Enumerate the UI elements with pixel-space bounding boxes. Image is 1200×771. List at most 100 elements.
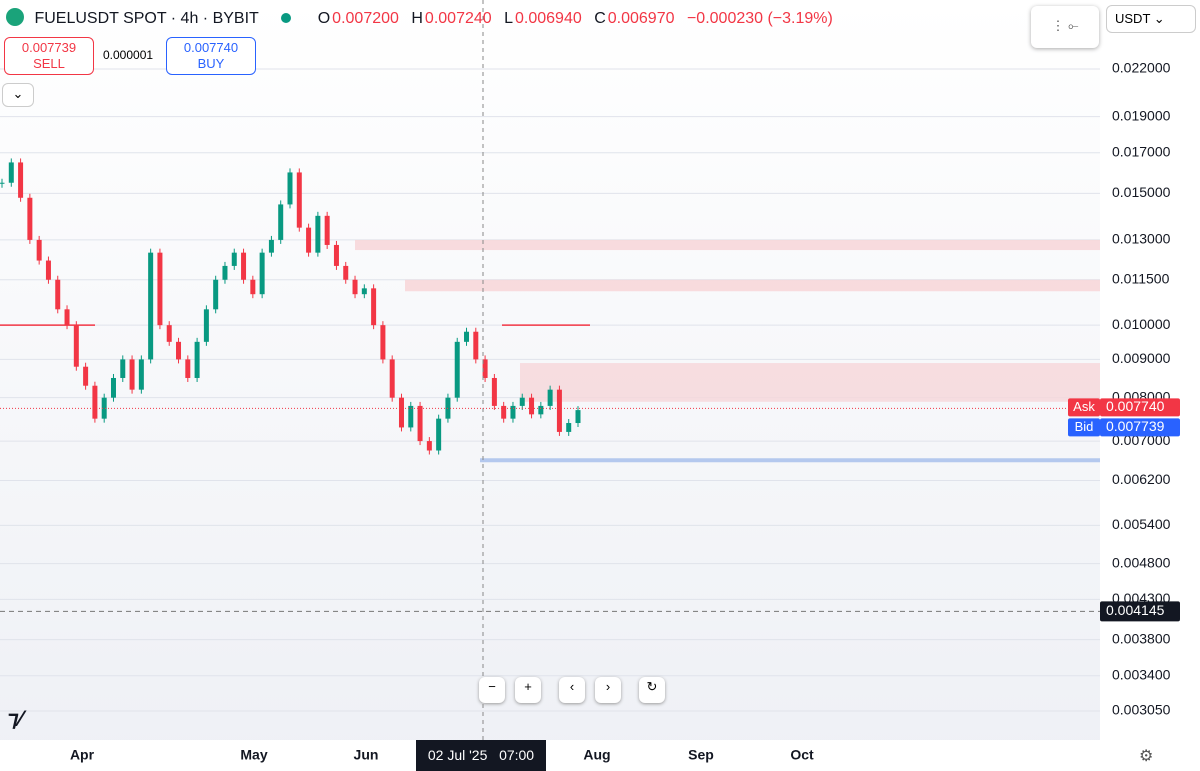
crosshair-time: 02 Jul '25 07:00 bbox=[416, 740, 546, 771]
y-tick-label: 0.022000 bbox=[1112, 60, 1171, 76]
candle bbox=[501, 405, 507, 419]
candle bbox=[110, 377, 116, 398]
candle bbox=[538, 405, 544, 415]
candle bbox=[64, 309, 70, 326]
collapse-button[interactable]: ⌄ bbox=[2, 83, 34, 107]
candle bbox=[343, 265, 349, 280]
candle bbox=[222, 265, 228, 280]
sell-button[interactable]: 0.007739 SELL bbox=[4, 37, 94, 75]
candle bbox=[250, 279, 256, 295]
candle bbox=[278, 204, 284, 240]
candle bbox=[241, 252, 247, 280]
candle bbox=[101, 397, 107, 419]
candle bbox=[194, 341, 200, 378]
x-tick-label: Sep bbox=[688, 747, 714, 763]
candle bbox=[417, 405, 423, 442]
candle bbox=[408, 405, 414, 428]
candle bbox=[473, 331, 479, 360]
y-tick-label: 0.013000 bbox=[1112, 231, 1171, 247]
candle bbox=[482, 359, 488, 378]
candle bbox=[519, 397, 525, 406]
l-label: L bbox=[504, 10, 514, 27]
candle bbox=[454, 341, 460, 398]
x-tick-label: Apr bbox=[70, 747, 95, 763]
crosshair-date: 02 Jul '25 bbox=[427, 747, 488, 763]
candle bbox=[491, 377, 497, 406]
candle bbox=[55, 279, 61, 310]
x-tick-label: Aug bbox=[583, 747, 610, 763]
candle bbox=[45, 260, 51, 280]
ask-price-bg bbox=[1100, 398, 1180, 417]
candle bbox=[315, 215, 321, 253]
y-tick-label: 0.011500 bbox=[1112, 270, 1170, 286]
candle bbox=[426, 441, 432, 451]
zone bbox=[405, 279, 1100, 292]
candle bbox=[176, 341, 182, 360]
bid-price: 0.007739 bbox=[1106, 418, 1165, 434]
open: 0.007200 bbox=[332, 10, 399, 27]
candle bbox=[203, 309, 209, 342]
o-label: O bbox=[317, 10, 331, 27]
candle bbox=[138, 359, 144, 390]
candle bbox=[529, 397, 535, 415]
y-tick-label: 0.003050 bbox=[1112, 702, 1171, 718]
scroll-right[interactable]: › bbox=[595, 677, 621, 703]
price-axis bbox=[1100, 0, 1200, 771]
candle bbox=[324, 215, 330, 245]
ask-tag: Ask bbox=[1073, 399, 1095, 414]
zone bbox=[520, 363, 1100, 402]
candle bbox=[566, 423, 572, 432]
y-tick-label: 0.003800 bbox=[1112, 630, 1171, 646]
candle bbox=[352, 279, 358, 295]
candle bbox=[510, 405, 516, 419]
sell-price: 0.007739 bbox=[21, 40, 77, 55]
zone bbox=[355, 239, 1100, 251]
x-tick-label: Jun bbox=[354, 747, 379, 763]
sell-label: SELL bbox=[33, 56, 65, 71]
buy-button[interactable]: 0.007740 BUY bbox=[166, 37, 256, 75]
candle bbox=[73, 325, 79, 367]
y-tick-label: 0.005400 bbox=[1112, 516, 1171, 532]
candle bbox=[83, 366, 89, 386]
settings[interactable]: ⚙ bbox=[1139, 748, 1154, 765]
change: −0.000230 (−3.19%) bbox=[686, 10, 833, 27]
candle bbox=[287, 172, 293, 205]
candle bbox=[92, 385, 98, 419]
x-tick-label: Oct bbox=[790, 747, 814, 763]
y-tick-label: 0.019000 bbox=[1112, 107, 1171, 123]
candle bbox=[296, 172, 302, 228]
bid-tag-bg bbox=[1068, 418, 1100, 437]
low: 0.006940 bbox=[515, 10, 582, 27]
candle bbox=[231, 252, 237, 266]
currency-select[interactable]: USDT ⌄ bbox=[1106, 5, 1196, 33]
candle bbox=[371, 288, 377, 326]
candle bbox=[268, 239, 274, 253]
candle bbox=[120, 359, 126, 378]
buy-label: BUY bbox=[197, 56, 225, 71]
reset[interactable]: ↻ bbox=[639, 677, 665, 703]
candle bbox=[27, 197, 33, 240]
candle bbox=[36, 239, 42, 261]
y-tick-label: 0.017000 bbox=[1112, 143, 1171, 159]
candle bbox=[129, 359, 135, 390]
candle bbox=[148, 252, 154, 360]
candle bbox=[306, 227, 312, 253]
header: FUELUSDT SPOT · 4h · BYBIT O 0.007200 H 0.… bbox=[6, 8, 835, 28]
zoom-in[interactable]: + bbox=[515, 677, 541, 703]
logo bbox=[6, 8, 24, 26]
ask-tag-bg bbox=[1068, 398, 1100, 417]
x-tick-label: May bbox=[240, 747, 267, 763]
candle bbox=[259, 252, 265, 295]
zoom-out[interactable]: − bbox=[479, 677, 505, 703]
candle bbox=[389, 359, 395, 398]
bid-tag: Bid bbox=[1075, 419, 1094, 434]
crosshair-hour: 07:00 bbox=[499, 747, 535, 763]
drawing-toolbar[interactable]: ⋮ ⟜ bbox=[1031, 6, 1099, 48]
candle bbox=[333, 244, 339, 266]
candle bbox=[464, 331, 470, 342]
alert-label: 0.004145 bbox=[1106, 602, 1165, 618]
currency: USDT bbox=[1115, 11, 1151, 26]
scroll-left[interactable]: ‹ bbox=[559, 677, 585, 703]
candle bbox=[157, 252, 163, 326]
